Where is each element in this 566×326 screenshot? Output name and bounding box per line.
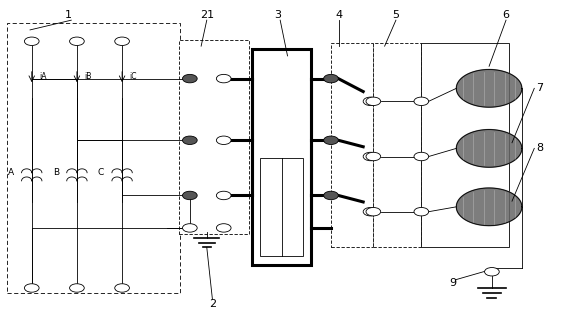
Text: iC: iC bbox=[130, 72, 137, 82]
Bar bbox=[374, 43, 421, 247]
Bar bbox=[252, 49, 311, 265]
Bar bbox=[421, 43, 509, 247]
Circle shape bbox=[414, 207, 428, 216]
Circle shape bbox=[324, 191, 338, 200]
Circle shape bbox=[216, 74, 231, 83]
Circle shape bbox=[414, 152, 428, 161]
Text: 5: 5 bbox=[392, 10, 400, 20]
Circle shape bbox=[216, 224, 231, 232]
Circle shape bbox=[24, 284, 39, 292]
Circle shape bbox=[366, 152, 381, 161]
Text: B: B bbox=[53, 168, 59, 177]
Text: C: C bbox=[98, 168, 104, 177]
Circle shape bbox=[115, 284, 130, 292]
Circle shape bbox=[216, 136, 231, 144]
Circle shape bbox=[484, 268, 499, 276]
Circle shape bbox=[366, 97, 381, 106]
Text: iB: iB bbox=[84, 72, 92, 82]
Circle shape bbox=[182, 74, 197, 83]
Text: A: A bbox=[7, 168, 14, 177]
Text: 1: 1 bbox=[65, 10, 72, 20]
Circle shape bbox=[324, 74, 338, 83]
Circle shape bbox=[182, 224, 197, 232]
Polygon shape bbox=[456, 129, 522, 167]
Circle shape bbox=[366, 207, 381, 216]
Circle shape bbox=[324, 136, 338, 144]
Text: iA: iA bbox=[39, 72, 46, 82]
Bar bbox=[331, 43, 374, 247]
Circle shape bbox=[182, 136, 197, 144]
Text: 21: 21 bbox=[200, 10, 214, 20]
Bar bbox=[7, 23, 179, 293]
Text: 3: 3 bbox=[274, 10, 281, 20]
Text: 8: 8 bbox=[537, 143, 543, 154]
Text: 2: 2 bbox=[209, 299, 216, 309]
Circle shape bbox=[216, 191, 231, 200]
Circle shape bbox=[414, 97, 428, 106]
Polygon shape bbox=[456, 69, 522, 107]
Circle shape bbox=[24, 37, 39, 46]
Circle shape bbox=[363, 152, 378, 161]
Circle shape bbox=[115, 37, 130, 46]
Circle shape bbox=[182, 191, 197, 200]
Circle shape bbox=[70, 37, 84, 46]
Bar bbox=[260, 158, 303, 256]
Text: 4: 4 bbox=[336, 10, 343, 20]
Text: 9: 9 bbox=[449, 278, 456, 288]
Text: 7: 7 bbox=[537, 83, 543, 93]
Circle shape bbox=[363, 207, 378, 216]
Text: 6: 6 bbox=[503, 10, 509, 20]
Circle shape bbox=[363, 97, 378, 106]
Bar bbox=[178, 40, 249, 234]
Polygon shape bbox=[456, 188, 522, 226]
Circle shape bbox=[70, 284, 84, 292]
